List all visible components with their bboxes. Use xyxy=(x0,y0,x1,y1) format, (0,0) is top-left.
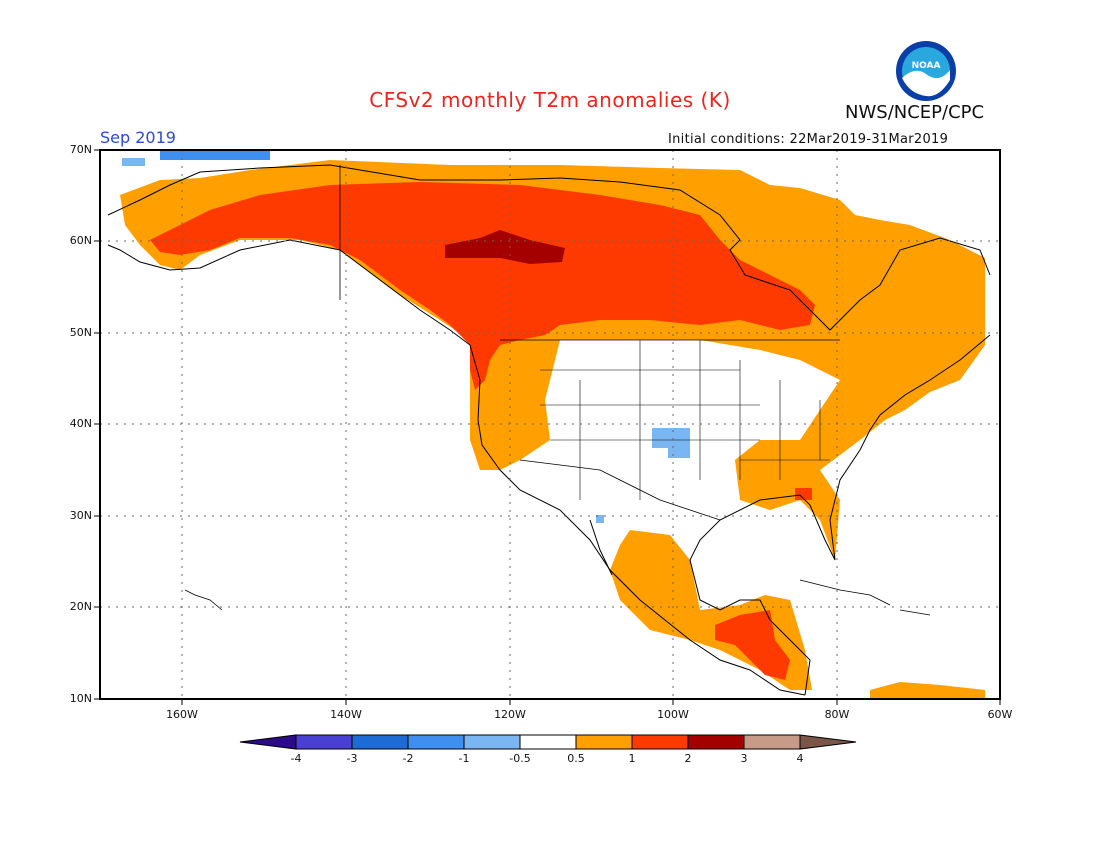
anomaly-region-red-centralamerica xyxy=(715,610,790,680)
lat-label-70n: 70N xyxy=(69,143,92,156)
anomaly-region-orange-caribbean xyxy=(870,682,985,698)
gridlines xyxy=(100,150,1000,699)
map-title: CFSv2 monthly T2m anomalies (K) xyxy=(369,88,731,112)
islands xyxy=(184,579,931,616)
lon-label-80w: 80W xyxy=(824,708,850,721)
lat-label-50n: 50N xyxy=(69,326,92,339)
tick-marks xyxy=(94,149,1001,705)
coastlines xyxy=(107,164,991,696)
colorbar-label: -2 xyxy=(402,752,414,765)
noaa-logo: NOAA xyxy=(895,40,957,102)
colorbar-label: -4 xyxy=(290,752,302,765)
colorbar-arrow-low xyxy=(239,734,297,750)
lat-label-30n: 30N xyxy=(69,509,92,522)
lon-label-120w: 120W xyxy=(494,708,526,721)
colorbar-swatch xyxy=(407,734,465,750)
anomaly-region-blue-baja xyxy=(596,515,604,523)
lon-label-140w: 140W xyxy=(330,708,362,721)
colorbar-swatch xyxy=(519,734,577,750)
anomaly-region-darkred xyxy=(445,230,565,264)
colorbar-arrow-high xyxy=(799,734,857,750)
colorbar-label: 0.5 xyxy=(567,752,585,765)
anomaly-region-blue-arctic xyxy=(160,150,270,160)
initial-conditions: Initial conditions: 22Mar2019-31Mar2019 xyxy=(668,132,949,147)
colorbar-label: 2 xyxy=(684,752,692,765)
lat-label-60n: 60N xyxy=(69,234,92,247)
colorbar-label: 1 xyxy=(628,752,636,765)
colorbar-swatch xyxy=(743,734,801,750)
lon-label-60w: 60W xyxy=(987,708,1013,721)
agency-label: NWS/NCEP/CPC xyxy=(845,102,985,123)
colorbar-label: -0.5 xyxy=(509,752,531,765)
lat-label-40n: 40N xyxy=(69,417,92,430)
colorbar-swatch xyxy=(351,734,409,750)
lat-label-10n: 10N xyxy=(69,692,92,705)
lat-label-20n: 20N xyxy=(69,600,92,613)
colorbar-swatch xyxy=(687,734,745,750)
anomaly-shading xyxy=(120,150,985,698)
valid-month: Sep 2019 xyxy=(100,128,176,147)
anomaly-region-blue-alaska xyxy=(122,158,145,166)
colorbar-swatch xyxy=(575,734,633,750)
lon-label-100w: 100W xyxy=(657,708,689,721)
state-borders xyxy=(540,340,830,500)
anomaly-region-red-southeast xyxy=(795,488,812,500)
colorbar-label: 3 xyxy=(740,752,748,765)
logo-text: NOAA xyxy=(912,61,941,71)
colorbar-label: 4 xyxy=(796,752,804,765)
colorbar-label: -1 xyxy=(458,752,470,765)
colorbar-label: -3 xyxy=(346,752,358,765)
anomaly-region-red-canada xyxy=(150,182,815,390)
colorbar xyxy=(239,734,857,750)
colorbar-swatch xyxy=(295,734,353,750)
anomaly-region-blue-kansas xyxy=(652,428,690,458)
colorbar-swatch xyxy=(631,734,689,750)
lon-label-160w: 160W xyxy=(166,708,198,721)
colorbar-swatch xyxy=(463,734,521,750)
